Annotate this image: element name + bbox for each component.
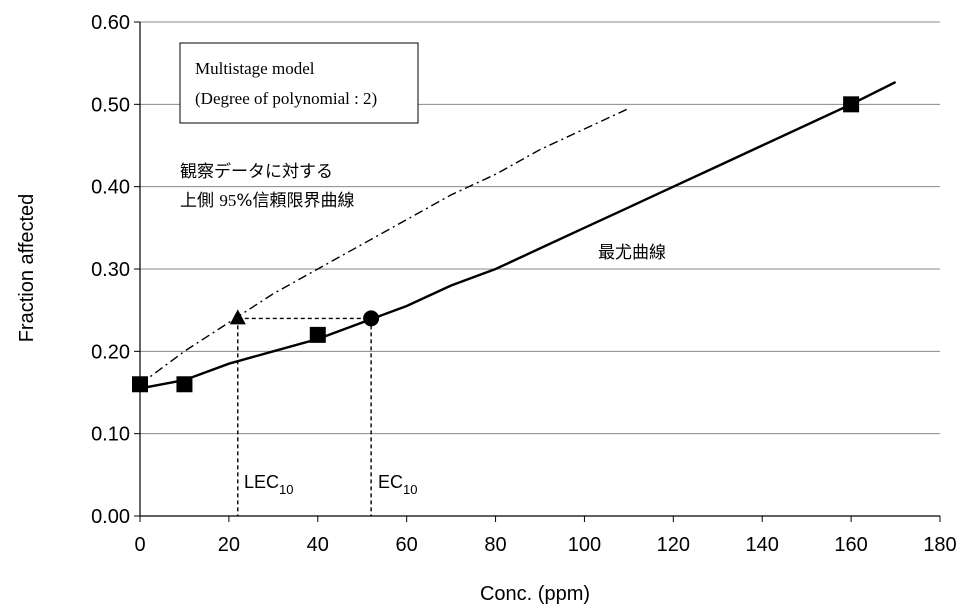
legend-line-2: (Degree of polynomial : 2) [195, 89, 377, 108]
observed-point-1 [176, 376, 193, 393]
x-tick-label-4: 80 [484, 534, 506, 556]
y-axis-title: Fraction affected [16, 194, 38, 343]
observed-point-3 [843, 96, 860, 113]
x-axis-title: Conc. (ppm) [480, 583, 590, 605]
lec10-subscript: 10 [279, 482, 293, 497]
ec10-label: EC10 [378, 472, 417, 497]
model-legend-box [179, 42, 419, 124]
y-tick-label-3: 0.30 [91, 259, 130, 281]
upper-confidence-curve-line [139, 107, 630, 385]
x-tick-label-5: 100 [568, 534, 601, 556]
x-tick-label-0: 0 [134, 534, 145, 556]
x-tick-label-7: 140 [746, 534, 779, 556]
mle-curve-label: 最尤曲線 [598, 243, 666, 263]
upper-bound-suffix: %信頼限界曲線 [236, 191, 354, 211]
x-tick-label-8: 160 [834, 534, 867, 556]
x-tick-label-6: 120 [657, 534, 690, 556]
observed-point-2 [309, 326, 326, 343]
upper-bound-percent: 95 [219, 191, 236, 210]
upper-bound-label-line-2: 上側 95%信頼限界曲線 [180, 191, 355, 211]
x-tick-label-3: 60 [396, 534, 418, 556]
legend-line-1: Multistage model [195, 59, 315, 78]
lec10-triangle-point [229, 309, 246, 325]
ec10-main: EC [378, 472, 403, 492]
x-tick-label-2: 40 [307, 534, 329, 556]
tick-labels: 0.00 0.10 0.20 0.30 0.40 0.50 0.60 0 20 40 60 80 100… [91, 12, 957, 556]
y-tick-label-2: 0.20 [91, 341, 130, 363]
x-tick-label-1: 20 [218, 534, 240, 556]
markers-layer [132, 96, 860, 393]
upper-bound-label-line-1: 観察データに対する [180, 161, 333, 182]
y-tick-label-0: 0.00 [91, 506, 130, 528]
lec10-main: LEC [244, 472, 279, 492]
guide-lines [237, 317, 372, 516]
y-tick-label-5: 0.50 [91, 94, 130, 116]
series-layer [139, 81, 897, 390]
x-tick-label-9: 180 [923, 534, 956, 556]
y-tick-label-4: 0.40 [91, 177, 130, 199]
lec10-label: LEC10 [244, 472, 293, 497]
y-tick-label-6: 0.60 [91, 12, 130, 34]
ec10-subscript: 10 [403, 482, 417, 497]
y-tick-label-1: 0.10 [91, 424, 130, 446]
mle-curve-line [139, 81, 897, 390]
upper-bound-prefix: 上側 [180, 191, 219, 211]
ec10-circle-point [363, 310, 380, 327]
